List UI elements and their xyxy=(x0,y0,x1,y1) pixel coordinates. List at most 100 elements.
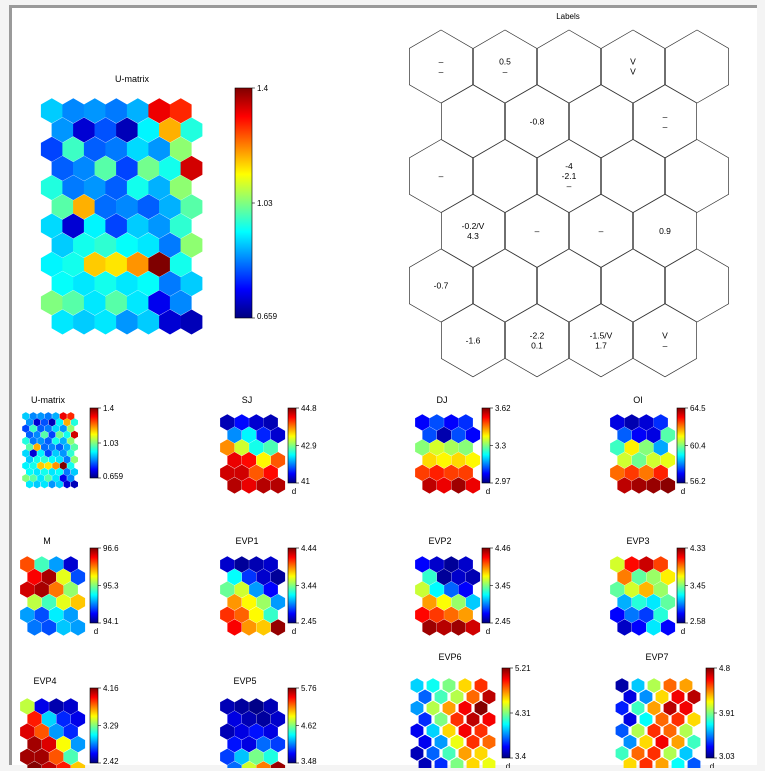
hex-cell-sj xyxy=(241,477,257,494)
hex-cell-large-umatrix xyxy=(159,194,181,220)
hex-cell-evp7 xyxy=(623,712,637,727)
hex-cell-small-umatrix xyxy=(41,455,48,464)
panel-small-umatrix: U-matrix 1.4 1.03 0.659 xyxy=(22,395,124,489)
hex-cell-m xyxy=(34,606,49,623)
colorbar-m xyxy=(89,547,99,624)
hex-cell-large-umatrix xyxy=(126,290,149,316)
hex-cell-sj xyxy=(256,477,271,494)
hex-cell-evp4 xyxy=(41,710,57,728)
hex-cell-small-umatrix xyxy=(22,412,30,421)
colorbar-tick-label-evp4: 3.29 xyxy=(103,722,119,731)
hex-cell-evp7 xyxy=(631,746,645,761)
hex-cell-evp7 xyxy=(639,734,653,750)
hex-cell-evp7 xyxy=(647,723,661,739)
hex-cell-evp7 xyxy=(623,757,637,768)
hex-cell-large-umatrix xyxy=(83,213,106,239)
hex-cell-oi xyxy=(646,477,661,494)
hex-cell-small-umatrix xyxy=(56,443,63,452)
hex-cell-large-umatrix xyxy=(94,194,117,220)
hex-cell-large-umatrix xyxy=(94,232,117,258)
colorbar-large-umatrix xyxy=(234,87,253,319)
label-hex-cell xyxy=(441,303,505,378)
hex-cell-sj xyxy=(241,426,257,444)
hex-cell-oi xyxy=(617,477,632,494)
hex-cell-evp7 xyxy=(639,689,653,705)
hex-cell-evp3 xyxy=(631,619,647,636)
hex-cell-evp7 xyxy=(655,712,669,727)
hex-cell-oi xyxy=(610,439,625,456)
hex-cell-sj xyxy=(263,439,278,456)
hex-cell-evp4 xyxy=(56,761,71,768)
hex-cell-evp5 xyxy=(263,698,278,715)
colorbar-tick-label-evp3: 3.45 xyxy=(690,582,706,591)
hex-cell-large-umatrix xyxy=(105,98,128,124)
hex-cell-evp7 xyxy=(679,678,693,693)
hex-cell-evp6 xyxy=(418,734,432,750)
hex-cell-small-umatrix xyxy=(48,467,56,476)
label-hex-text: V xyxy=(630,57,636,67)
hex-cell-evp2 xyxy=(451,594,466,611)
hex-cell-m xyxy=(20,606,35,623)
colorbar-tick-label-m: 95.3 xyxy=(103,582,119,591)
hex-cell-evp7 xyxy=(623,689,637,705)
hex-cell-evp6 xyxy=(410,700,424,716)
label-hex-text: – xyxy=(567,181,572,191)
hex-cell-small-umatrix xyxy=(63,480,71,489)
hex-cell-evp7 xyxy=(655,689,669,705)
hex-cell-large-umatrix xyxy=(94,309,117,335)
hex-cell-small-umatrix xyxy=(37,461,45,470)
hex-cell-evp2 xyxy=(415,581,430,598)
hex-cell-large-umatrix xyxy=(180,155,203,181)
hex-cell-evp4 xyxy=(41,736,57,753)
hex-cell-small-umatrix xyxy=(29,436,37,445)
label-hex-cell xyxy=(633,303,697,378)
colorbar-tick-label-large-umatrix: 1.4 xyxy=(257,84,269,93)
hex-cell-evp6 xyxy=(426,723,440,739)
hex-cell-evp4 xyxy=(41,761,57,768)
hex-cell-large-umatrix xyxy=(51,271,74,297)
hex-cell-small-umatrix xyxy=(41,467,48,476)
hex-cell-evp6 xyxy=(474,700,488,716)
hex-cell-small-umatrix xyxy=(22,436,30,445)
hex-cell-large-umatrix xyxy=(40,175,63,201)
hex-cell-large-umatrix xyxy=(169,136,192,162)
hex-cell-large-umatrix xyxy=(137,232,160,258)
panel-m: M 96.6 95.3 94.1 d xyxy=(20,536,119,636)
hex-cell-dj xyxy=(422,452,437,469)
hex-cell-dj xyxy=(451,477,466,494)
colorbar-tick-label-evp4: 4.16 xyxy=(103,684,119,693)
colorbar-tick-label-small-umatrix: 0.659 xyxy=(103,472,124,481)
panel-evp5: EVP5 5.76 4.62 3.48 d xyxy=(220,676,317,768)
hex-cell-evp3 xyxy=(646,568,661,586)
hex-cell-evp4 xyxy=(49,698,64,715)
hex-cell-small-umatrix xyxy=(67,412,75,421)
hex-cell-evp2 xyxy=(458,606,473,623)
hex-cell-evp4 xyxy=(34,698,49,715)
hex-cell-small-umatrix xyxy=(33,430,41,439)
hex-cell-evp5 xyxy=(227,736,242,753)
hex-cell-evp7 xyxy=(687,712,701,727)
hex-cell-large-umatrix xyxy=(40,136,63,162)
hex-cell-small-umatrix xyxy=(52,436,60,445)
hex-cell-evp3 xyxy=(639,606,654,623)
hex-cell-dj xyxy=(465,477,481,494)
hex-cell-evp1 xyxy=(220,581,235,598)
hex-cell-m xyxy=(63,556,78,573)
hex-cell-sj xyxy=(263,414,278,431)
hex-cell-evp3 xyxy=(610,556,625,573)
hex-cell-sj xyxy=(220,414,235,431)
hex-cell-large-umatrix xyxy=(116,155,138,181)
hex-cell-evp5 xyxy=(220,723,235,740)
hex-cell-m xyxy=(56,594,71,611)
hex-cell-large-umatrix xyxy=(105,213,128,239)
hex-cell-evp1 xyxy=(234,606,249,623)
hex-cell-large-umatrix xyxy=(137,155,160,181)
hex-cell-evp6 xyxy=(434,734,448,750)
label-hex-cell xyxy=(505,303,569,378)
hex-cell-large-umatrix xyxy=(126,251,149,277)
hex-cell-evp7 xyxy=(671,734,685,750)
hex-cell-evp7 xyxy=(687,757,701,768)
hex-cell-m xyxy=(56,619,71,636)
hex-cell-evp2 xyxy=(465,619,481,636)
label-hex-text: 0.9 xyxy=(659,226,671,236)
